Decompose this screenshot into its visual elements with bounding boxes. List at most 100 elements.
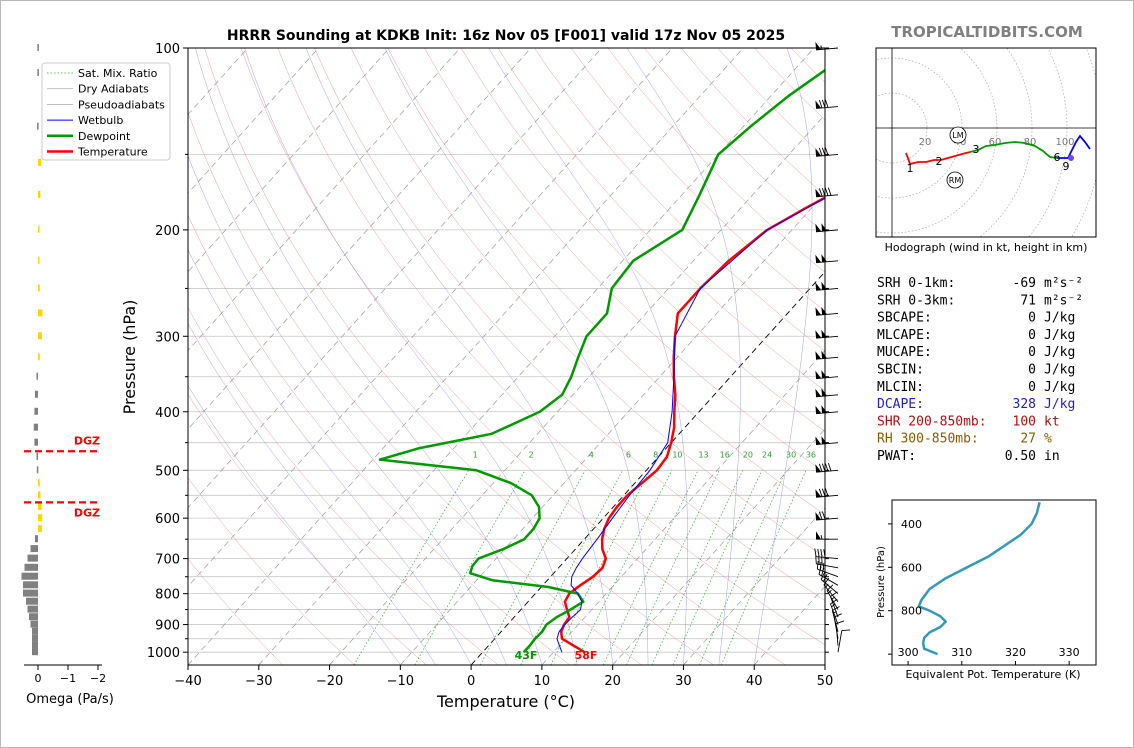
mixing-ratio-line bbox=[353, 470, 470, 665]
wind-barb bbox=[837, 629, 851, 653]
mixing-ratio-line bbox=[574, 470, 673, 665]
wind-barb bbox=[815, 511, 839, 521]
isotherm-line bbox=[188, 48, 673, 587]
mixing-ratio-label: 6 bbox=[626, 451, 631, 460]
wind-barb bbox=[815, 223, 839, 233]
mixing-ratio-labels: 1 2 4 6 8 10 13 16 20 24 30 36 bbox=[473, 451, 816, 460]
index-label: PWAT: bbox=[877, 449, 916, 464]
omega-bar bbox=[38, 479, 40, 487]
wind-barb bbox=[835, 620, 845, 646]
omega-bar bbox=[35, 390, 38, 398]
wind-barb bbox=[815, 254, 839, 264]
wind-barb-feather bbox=[823, 573, 828, 582]
skewt-panel: −40 −30 −20 −10 0 10 20 30 40 5010020030040050060… bbox=[120, 42, 833, 711]
wind-barb-feather bbox=[824, 147, 829, 156]
omega-bar bbox=[38, 332, 42, 340]
index-unit: % bbox=[1044, 432, 1052, 447]
omega-bar bbox=[32, 641, 38, 649]
hodograph-background bbox=[876, 48, 1096, 237]
moist-adiabat bbox=[305, 48, 613, 665]
legend-label: Dry Adiabats bbox=[78, 83, 149, 96]
omega-panel: 0 −1 −2 Omega (Pa/s) DGZ DGZ bbox=[21, 44, 114, 707]
hodograph-height-label: 2 bbox=[936, 155, 943, 168]
omega-bar bbox=[32, 634, 38, 642]
wind-barb-half-feather bbox=[828, 589, 832, 594]
mixing-ratio-line bbox=[626, 470, 720, 665]
y-tick-label: 400 bbox=[155, 406, 180, 421]
wind-barb-shaft bbox=[816, 517, 839, 521]
wind-barb-feather bbox=[823, 549, 826, 558]
omega-bar bbox=[34, 407, 38, 415]
wind-barb-feather bbox=[824, 463, 829, 472]
dry-adiabat bbox=[570, 48, 825, 312]
y-tick-label: 300 bbox=[155, 330, 180, 345]
wind-barb-feather bbox=[823, 577, 830, 586]
index-label: SRH 0-3km: bbox=[877, 293, 955, 308]
wind-barb-shaft bbox=[820, 579, 839, 594]
mixing-ratio-label: 16 bbox=[720, 451, 730, 460]
wind-barb-shaft bbox=[817, 568, 839, 578]
wind-barb-flag bbox=[815, 388, 822, 397]
wind-barb-feather bbox=[817, 548, 820, 558]
mixing-ratio-label: 1 bbox=[473, 451, 478, 460]
omega-bar bbox=[38, 159, 41, 166]
x-tick-label: −10 bbox=[387, 674, 414, 689]
mixing-ratio-label: 13 bbox=[698, 451, 708, 460]
omega-bar bbox=[38, 256, 40, 264]
wind-barb-shaft bbox=[837, 630, 843, 653]
wind-barb-feather bbox=[827, 187, 832, 196]
wind-barb-flag bbox=[815, 436, 822, 445]
hodograph-ring-label: 20 bbox=[919, 137, 932, 148]
theta-e-y-tick-label: 800 bbox=[901, 605, 922, 618]
wind-barb-shaft bbox=[830, 603, 839, 625]
theta-e-y-tick-label: 400 bbox=[901, 518, 922, 531]
omega-axis-label: Omega (Pa/s) bbox=[26, 692, 114, 707]
dewpoint-profile-line bbox=[378, 68, 825, 654]
wind-barb-flag bbox=[815, 464, 822, 473]
legend-label: Pseudoadiabats bbox=[78, 98, 165, 111]
isotherm-line bbox=[188, 48, 390, 273]
isotherm-line bbox=[541, 349, 825, 665]
omega-bar bbox=[38, 190, 41, 198]
omega-bar bbox=[27, 554, 38, 562]
index-label: SBCAPE: bbox=[877, 311, 932, 326]
index-unit: J/kg bbox=[1044, 397, 1075, 412]
x-tick-label: −40 bbox=[174, 674, 201, 689]
wind-barb bbox=[815, 388, 839, 398]
mixing-ratio-label: 4 bbox=[589, 451, 594, 460]
wind-barb bbox=[815, 306, 839, 316]
omega-bar bbox=[32, 627, 38, 635]
wind-barb-shaft bbox=[818, 573, 839, 586]
mixing-ratio-label: 20 bbox=[743, 451, 753, 460]
index-label: MLCAPE: bbox=[877, 328, 932, 343]
wind-barb-shaft bbox=[816, 376, 839, 380]
theta-e-x-tick-label: 320 bbox=[1005, 646, 1026, 659]
mixing-ratio-line bbox=[699, 470, 787, 665]
omega-bar bbox=[36, 466, 39, 474]
index-label: SHR 200-850mb: bbox=[877, 414, 987, 429]
theta-e-x-tick-label: 300 bbox=[898, 646, 919, 659]
index-unit: m²s⁻² bbox=[1044, 293, 1083, 308]
omega-tick-label: −1 bbox=[60, 672, 76, 685]
dry-adiabat bbox=[387, 48, 825, 515]
mixing-ratio-line bbox=[672, 470, 763, 665]
dry-adiabat bbox=[188, 558, 284, 665]
dgz-label: DGZ bbox=[74, 506, 100, 519]
theta-e-panel: 300 310 320 330 400 600 800 Equivalent Pot. Te… bbox=[876, 499, 1097, 681]
x-tick-label: 20 bbox=[604, 674, 621, 689]
wind-barb bbox=[815, 555, 839, 569]
y-tick-label: 500 bbox=[155, 464, 180, 479]
index-unit: in bbox=[1044, 449, 1060, 464]
index-value: 71 bbox=[1020, 293, 1036, 308]
storm-motion-circle bbox=[946, 171, 964, 189]
index-value: -69 bbox=[1013, 276, 1036, 291]
index-unit: kt bbox=[1044, 414, 1060, 429]
wind-barb-feather bbox=[824, 187, 829, 196]
index-unit: m²s⁻² bbox=[1044, 276, 1083, 291]
omega-bar bbox=[27, 605, 38, 613]
wind-barb-flag bbox=[821, 306, 827, 315]
wind-barb-feather bbox=[816, 560, 819, 570]
wind-barb-shaft bbox=[835, 623, 839, 646]
wind-barb-feather bbox=[818, 188, 823, 197]
mixing-ratio-label: 24 bbox=[762, 451, 772, 460]
